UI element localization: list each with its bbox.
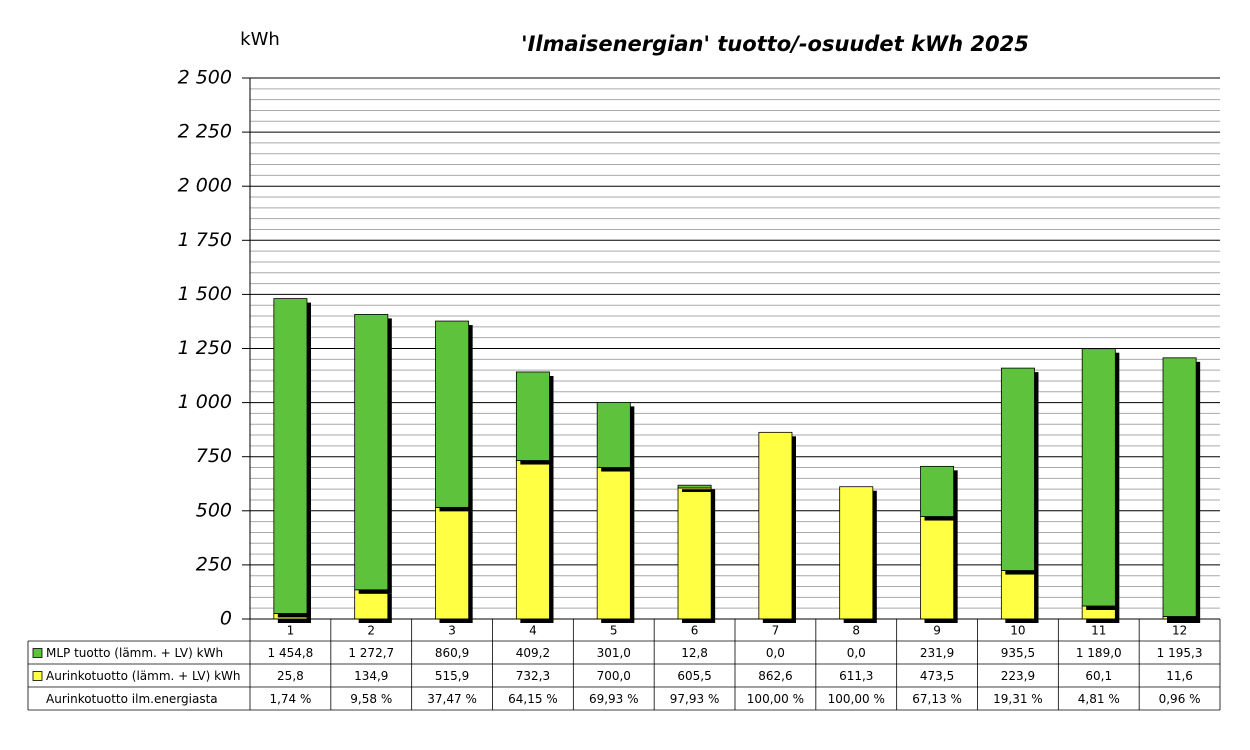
y-tick-label: 750 [196,445,232,467]
table-value: 862,6 [758,669,792,683]
legend-swatch [32,648,43,658]
x-tick-label: 7 [772,624,780,638]
bar [354,313,389,591]
table-value: 301,0 [597,646,631,660]
x-tick-label: 3 [448,624,456,638]
table-value: 12,8 [681,646,708,660]
table-value: 64,15 % [508,692,558,706]
row-label: Aurinkotuotto ilm.energiasta [46,692,218,706]
bar [920,465,955,517]
table-value: 9,58 % [350,692,392,706]
table-value: 0,0 [847,646,866,660]
bar [1000,570,1035,620]
table-value: 60,1 [1085,669,1112,683]
table-value: 0,96 % [1159,692,1201,706]
y-axis-label: kWh [240,29,280,50]
table-value: 700,0 [597,669,631,683]
y-tick-label: 1 250 [178,337,232,359]
table-value: 515,9 [435,669,469,683]
bar [435,320,470,508]
table-value: 223,9 [1001,669,1035,683]
bar [596,401,631,468]
y-tick-label: 1 500 [178,283,232,305]
bar [435,506,470,620]
table-value: 1 189,0 [1076,646,1122,660]
table-value: 134,9 [354,669,388,683]
bar [515,460,550,620]
table-value: 1 272,7 [348,646,394,660]
x-tick-label: 8 [852,624,860,638]
table-value: 4,81 % [1078,692,1120,706]
table-value: 860,9 [435,646,469,660]
bar [273,298,308,614]
bar [1000,367,1035,571]
bar [1162,357,1197,617]
y-tick-label: 1 000 [178,391,232,413]
table-value: 611,3 [839,669,873,683]
y-tick-label: 500 [196,499,232,521]
y-tick-label: 1 750 [178,229,232,251]
bar [839,486,874,620]
table-value: 0,0 [766,646,785,660]
table-value: 1 195,3 [1157,646,1203,660]
legend-label: MLP tuotto (lämm. + LV) kWh [46,646,223,660]
table-value: 100,00 % [828,692,885,706]
table-value: 11,6 [1166,669,1193,683]
table-value: 1 454,8 [268,646,314,660]
table-value: 1,74 % [269,692,311,706]
x-tick-label: 4 [529,624,537,638]
table-value: 25,8 [277,669,304,683]
x-tick-label: 6 [691,624,699,638]
bar [596,467,631,620]
table-value: 69,93 % [589,692,639,706]
legend-swatch [32,671,43,681]
table-value: 732,3 [516,669,550,683]
y-tick-label: 2 250 [178,121,232,143]
bar-shadow [1167,620,1201,623]
table-value: 231,9 [920,646,954,660]
table-value: 473,5 [920,669,954,683]
table-value: 100,00 % [747,692,804,706]
y-tick-label: 2 500 [178,67,232,89]
bar [758,431,793,620]
table-value: 37,47 % [427,692,477,706]
bar [677,487,712,620]
x-tick-label: 10 [1010,624,1025,638]
x-tick-label: 5 [610,624,618,638]
x-tick-label: 1 [287,624,295,638]
table-value: 97,93 % [670,692,720,706]
bar [515,371,550,461]
y-tick-label: 2 000 [178,175,232,197]
table-value: 67,13 % [912,692,962,706]
table-value: 19,31 % [993,692,1043,706]
y-tick-label: 0 [220,608,232,630]
bar [677,484,712,489]
table-value: 935,5 [1001,646,1035,660]
x-tick-label: 11 [1091,624,1106,638]
chart-title: 'Ilmaisenergian' tuotto/-osuudet kWh 202… [521,32,1029,56]
table-value: 605,5 [677,669,711,683]
x-tick-label: 12 [1172,624,1187,638]
legend-label: Aurinkotuotto (lämm. + LV) kWh [46,669,241,683]
y-tick-label: 250 [196,553,232,575]
table-value: 409,2 [516,646,550,660]
bar [354,589,389,620]
bar-shadow [277,617,311,623]
bar [920,516,955,620]
x-tick-label: 9 [933,624,941,638]
bar-shadow [682,489,716,492]
bar [1081,348,1116,607]
x-tick-label: 2 [367,624,375,638]
